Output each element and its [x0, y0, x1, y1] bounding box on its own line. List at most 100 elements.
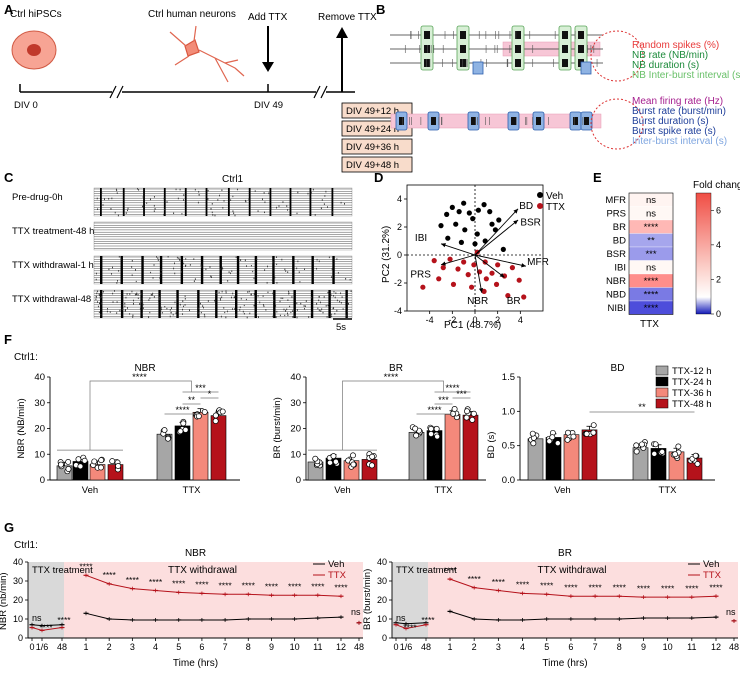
raster-spike: [97, 208, 99, 211]
raster-row-label: TTX withdrawal-1 h: [12, 260, 94, 271]
tc-xtick-label: 10: [663, 642, 673, 652]
raster-spike: [177, 197, 179, 200]
tc-sig-stars: ****: [218, 581, 232, 591]
bar-ylabel: BD (s): [486, 432, 497, 459]
tc-sig-stars: ****: [265, 582, 279, 592]
raster-spike: [254, 190, 256, 192]
channel-zoom-ellipse: [590, 98, 644, 150]
raster-spike: [226, 310, 228, 313]
data-point: [651, 450, 658, 457]
panel-label-g: G: [4, 520, 14, 535]
raster-spike: [157, 259, 159, 261]
pca-ytick-label: -2: [394, 278, 402, 288]
raster-spike: [264, 211, 265, 214]
raster-burst: [158, 290, 161, 318]
raster-spike: [250, 265, 252, 267]
raster-spike: [194, 278, 196, 280]
pca-point-ttx: [489, 270, 495, 276]
tc-xtick-label: 5: [544, 642, 549, 652]
tc-xtick-label: 48: [421, 642, 431, 652]
raster-spike: [108, 197, 110, 200]
raster-spike: [133, 302, 135, 305]
bar-ytick-label: 1.5: [502, 372, 515, 383]
raster-spike: [220, 299, 221, 301]
raster-spike: [198, 307, 200, 310]
raster-spike: [250, 293, 252, 296]
tc-xtick-label: 0: [393, 642, 398, 652]
raster-spike: [138, 189, 140, 191]
raster-spike: [212, 214, 214, 216]
raster-spike: [101, 302, 103, 305]
network-burst-mark: [562, 45, 568, 53]
raster-spike: [333, 290, 335, 293]
raster-spike: [256, 258, 258, 261]
raster-spike: [276, 281, 278, 284]
raster-spike: [116, 282, 118, 284]
data-point: [413, 432, 420, 439]
raster-spike: [204, 315, 206, 318]
tc-ns-label: ns: [32, 613, 42, 623]
data-point: [177, 428, 184, 435]
raster-spike: [120, 258, 122, 260]
raster-spike: [243, 312, 245, 315]
pca-point-veh: [475, 207, 481, 213]
raster-spike: [159, 296, 161, 299]
raster-spike: [198, 312, 200, 314]
raster-spike: [239, 306, 241, 309]
data-point: [350, 461, 357, 468]
tc-xtick-label: 12: [336, 642, 346, 652]
raster-spike: [163, 197, 165, 200]
raster-spike: [146, 202, 148, 204]
raster-spike: [263, 192, 265, 194]
raster-spike: [139, 303, 141, 305]
raster-spike: [207, 300, 209, 302]
pca-point-veh: [461, 200, 467, 206]
raster-spike: [183, 199, 185, 201]
remove-ttx-label: Remove TTX: [318, 12, 377, 23]
data-point: [212, 412, 219, 419]
tc-sig-stars: ****: [79, 562, 93, 572]
raster-spike: [116, 189, 118, 192]
sig-stars: ****: [384, 372, 399, 383]
tc-legend-ttx: TTX: [703, 570, 722, 581]
bar: [581, 429, 598, 481]
raster-spike: [161, 308, 163, 311]
raster-spike: [321, 308, 323, 310]
sig-bracket: [89, 380, 192, 451]
heatmap-row-label: NBR: [606, 276, 626, 287]
raster-spike: [348, 302, 349, 305]
raster-spike: [311, 311, 313, 314]
channel-burst-mark: [399, 117, 404, 125]
tc-ytick-label: 20: [377, 595, 387, 605]
colorbar-ticks: 6 4 2 0: [711, 205, 721, 319]
network-metric-label: NB duration (s): [632, 60, 699, 71]
raster-spike: [283, 308, 285, 311]
raster-spike: [174, 262, 175, 265]
raster-spike: [276, 310, 278, 313]
bar: [426, 430, 443, 481]
raster-spike: [140, 291, 142, 294]
data-point: [464, 408, 470, 415]
raster-burst: [205, 188, 208, 216]
channel-metric-label: Mean firing rate (Hz): [632, 96, 723, 107]
sig-stars: **: [638, 402, 646, 413]
raster-spike: [101, 192, 103, 194]
raster-spike: [225, 290, 227, 292]
raster-frame: [93, 289, 353, 319]
raster-spike: [304, 268, 306, 271]
raster-spike: [179, 303, 181, 306]
pca-point-veh: [470, 216, 476, 222]
pca-point-veh: [462, 227, 468, 233]
raster-spike: [141, 297, 143, 300]
raster-spike: [246, 316, 248, 319]
raster-spike: [331, 276, 333, 278]
raster-spike: [166, 201, 168, 203]
pca-point-ttx: [440, 265, 446, 271]
tc-xtick-label: 1/6: [36, 642, 49, 652]
div-box: [341, 138, 413, 155]
raster-spike: [240, 259, 242, 261]
bar-ytick-label: 10: [34, 449, 45, 460]
bar-ylabel: BR (burst/min): [272, 397, 283, 458]
pca-point-ttx: [455, 266, 461, 272]
raster-spike: [345, 277, 347, 280]
